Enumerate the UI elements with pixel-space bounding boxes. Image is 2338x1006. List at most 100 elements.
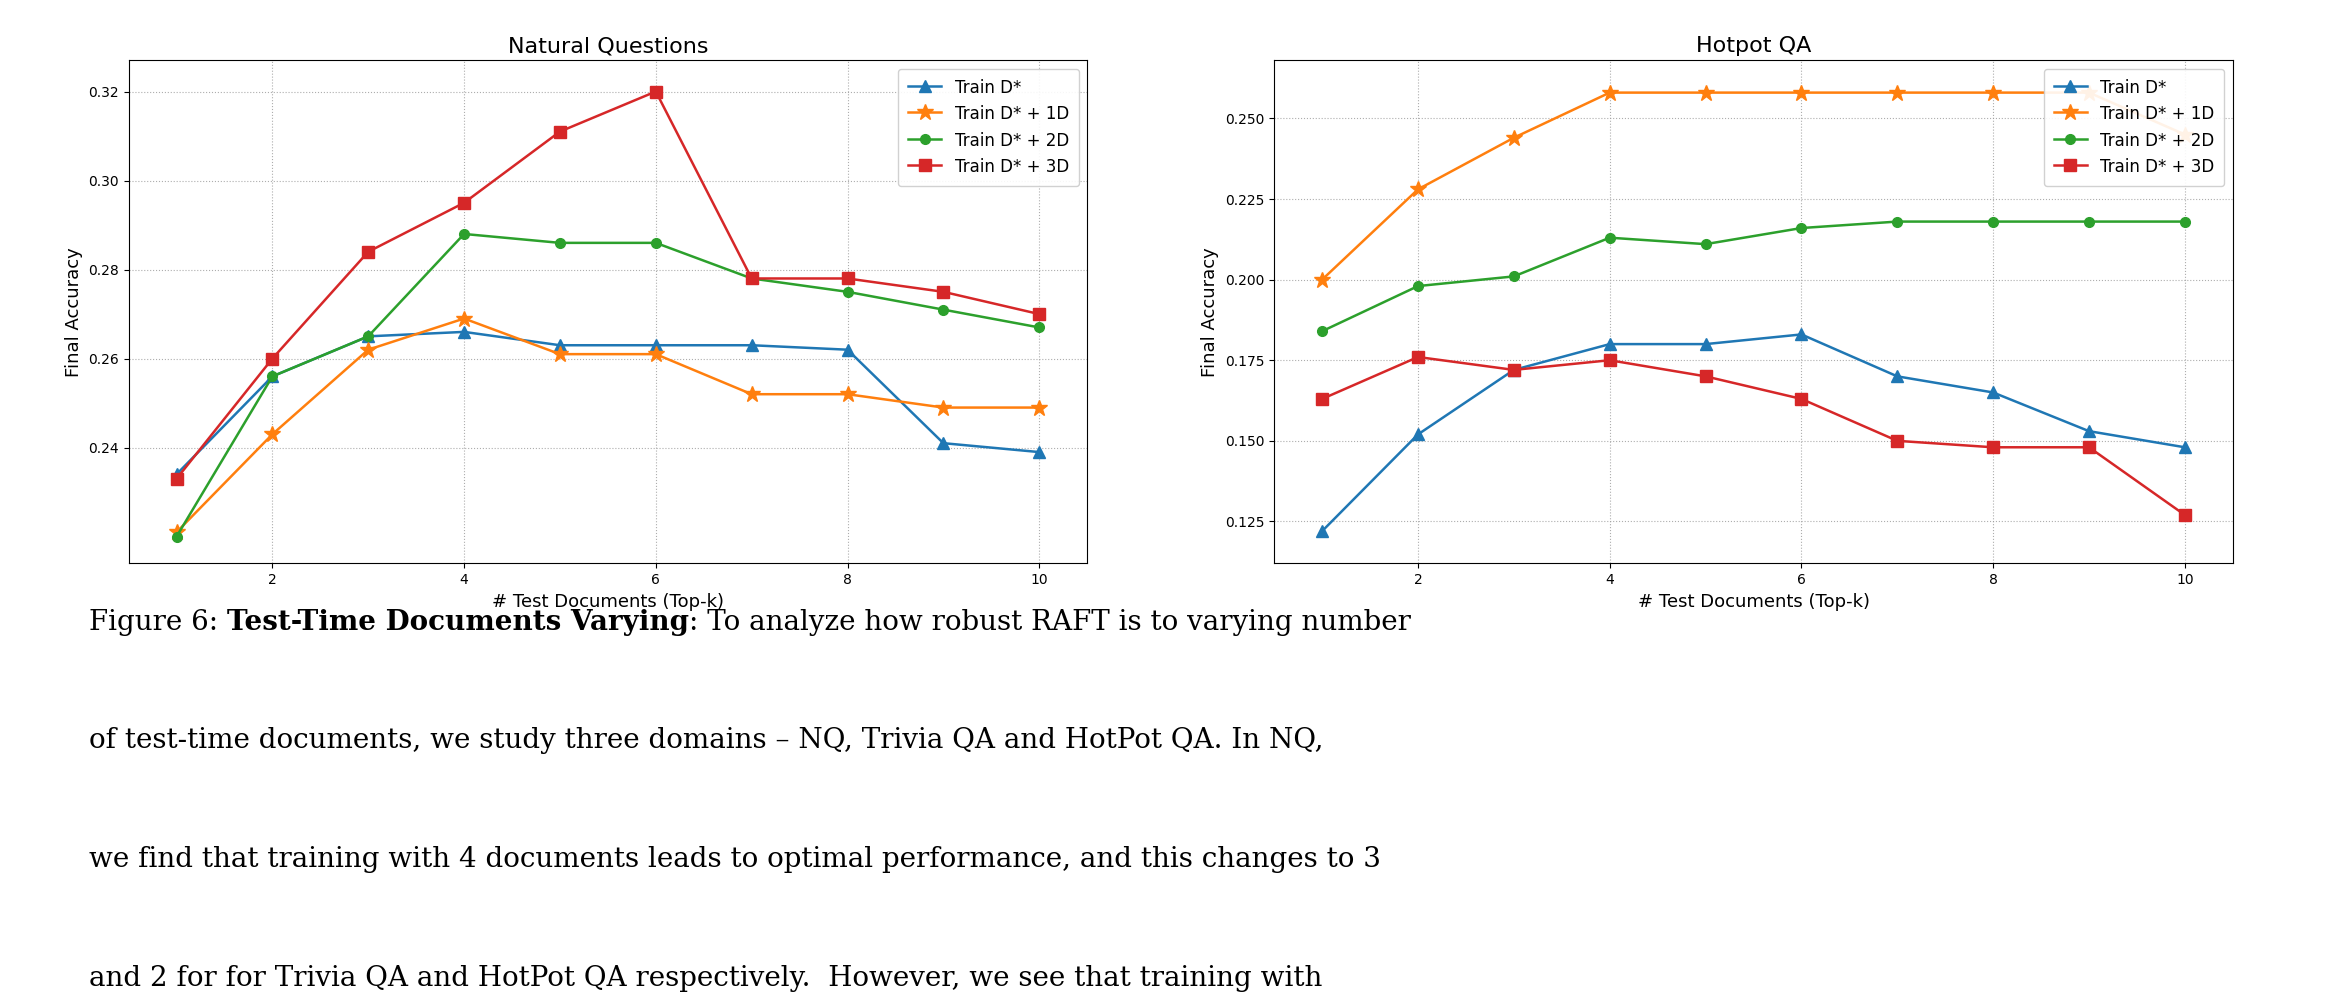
Legend: Train D*, Train D* + 1D, Train D* + 2D, Train D* + 3D: Train D*, Train D* + 1D, Train D* + 2D, … [2043,68,2223,186]
Title: Hotpot QA: Hotpot QA [1695,36,1812,56]
Train D* [2074,426,2102,438]
Train D* + 2D [257,370,285,382]
Train D* [1690,338,1718,350]
Train D* + 2D [1884,215,1912,227]
Train D* + 1D [1690,87,1718,99]
Line: Train D* + 1D: Train D* + 1D [168,310,1047,540]
Train D* + 2D [353,330,381,342]
Line: Train D* + 3D: Train D* + 3D [1316,351,2191,520]
Train D* + 1D [1024,401,1052,413]
Train D* + 2D [641,236,669,248]
Train D* + 3D [736,273,765,285]
Train D* + 3D [1690,370,1718,382]
Train D* + 2D [1501,271,1529,283]
Text: of test-time documents, we study three domains – NQ, Trivia QA and HotPot QA. In: of test-time documents, we study three d… [89,727,1323,754]
Line: Train D* + 2D: Train D* + 2D [1316,216,2191,336]
Train D* [545,339,575,351]
Train D* + 2D [928,304,956,316]
Train D* + 1D [1501,132,1529,144]
Text: Figure 6:: Figure 6: [89,609,227,636]
Train D* + 3D [1501,364,1529,376]
Train D* + 3D [1403,351,1431,363]
Train D* + 2D [1786,222,1814,234]
Train D* + 3D [832,273,860,285]
Train D* + 1D [1595,87,1623,99]
Train D* + 1D [1403,183,1431,195]
X-axis label: # Test Documents (Top-k): # Test Documents (Top-k) [491,593,725,611]
Text: we find that training with 4 documents leads to optimal performance, and this ch: we find that training with 4 documents l… [89,846,1382,873]
Train D* + 3D [928,286,956,298]
Train D* + 3D [1595,354,1623,366]
Train D* + 2D [832,286,860,298]
Train D* + 3D [2074,442,2102,454]
Train D* + 3D [545,126,575,138]
Train D* [1403,429,1431,441]
Train D* + 1D [736,388,765,400]
Train D* + 1D [2170,129,2198,141]
Train D* + 2D [1595,231,1623,243]
Train D* + 3D [1978,442,2006,454]
Text: and 2 for for Trivia QA and HotPot QA respectively.  However, we see that traini: and 2 for for Trivia QA and HotPot QA re… [89,965,1323,992]
Train D* [928,438,956,450]
Train D* [449,326,477,338]
Train D* + 1D [2074,87,2102,99]
Train D* + 3D [449,197,477,209]
Train D* [1978,386,2006,398]
Train D* + 1D [257,429,285,441]
Train D* + 3D [1024,308,1052,320]
Train D* + 3D [1884,435,1912,447]
Train D* [257,370,285,382]
Legend: Train D*, Train D* + 1D, Train D* + 2D, Train D* + 3D: Train D*, Train D* + 1D, Train D* + 2D, … [898,68,1078,186]
Text: : To analyze how robust RAFT is to varying number: : To analyze how robust RAFT is to varyi… [690,609,1410,636]
Y-axis label: Final Accuracy: Final Accuracy [65,247,82,376]
Train D* + 3D [641,86,669,98]
Train D* + 2D [1403,280,1431,292]
Train D* [1595,338,1623,350]
Train D* + 3D [257,352,285,364]
Train D* + 3D [353,245,381,258]
Line: Train D* + 1D: Train D* + 1D [1314,85,2193,288]
Train D* + 3D [2170,509,2198,521]
Train D* + 1D [1786,87,1814,99]
Train D* + 2D [1307,325,1335,337]
Line: Train D*: Train D* [171,326,1045,480]
Train D* [832,344,860,356]
Train D* + 1D [1307,274,1335,286]
Train D* + 1D [449,313,477,325]
Train D* [736,339,765,351]
Train D* + 1D [353,344,381,356]
Line: Train D*: Train D* [1316,329,2191,536]
Train D* + 3D [1786,393,1814,405]
Title: Natural Questions: Natural Questions [507,36,708,56]
Text: Test-Time Documents Varying: Test-Time Documents Varying [227,609,690,636]
Train D* + 3D [1307,393,1335,405]
Train D* + 2D [449,228,477,240]
Train D* [641,339,669,351]
Train D* + 1D [161,526,192,538]
Train D* [161,469,192,481]
Train D* + 1D [1978,87,2006,99]
Train D* + 2D [1978,215,2006,227]
Train D* + 1D [545,348,575,360]
Train D* [1024,446,1052,458]
Train D* + 1D [832,388,860,400]
Train D* [353,330,381,342]
Line: Train D* + 3D: Train D* + 3D [171,86,1045,484]
Train D* + 3D [161,473,192,485]
Train D* + 2D [2170,215,2198,227]
Train D* + 2D [1024,321,1052,333]
X-axis label: # Test Documents (Top-k): # Test Documents (Top-k) [1637,593,1870,611]
Train D* + 2D [2074,215,2102,227]
Train D* + 1D [928,401,956,413]
Train D* [2170,442,2198,454]
Train D* + 2D [545,236,575,248]
Train D* [1884,370,1912,382]
Train D* [1307,525,1335,537]
Train D* + 2D [161,530,192,542]
Train D* [1501,364,1529,376]
Train D* + 1D [1884,87,1912,99]
Train D* [1786,328,1814,340]
Train D* + 2D [1690,238,1718,250]
Line: Train D* + 2D: Train D* + 2D [171,229,1045,541]
Train D* + 2D [736,273,765,285]
